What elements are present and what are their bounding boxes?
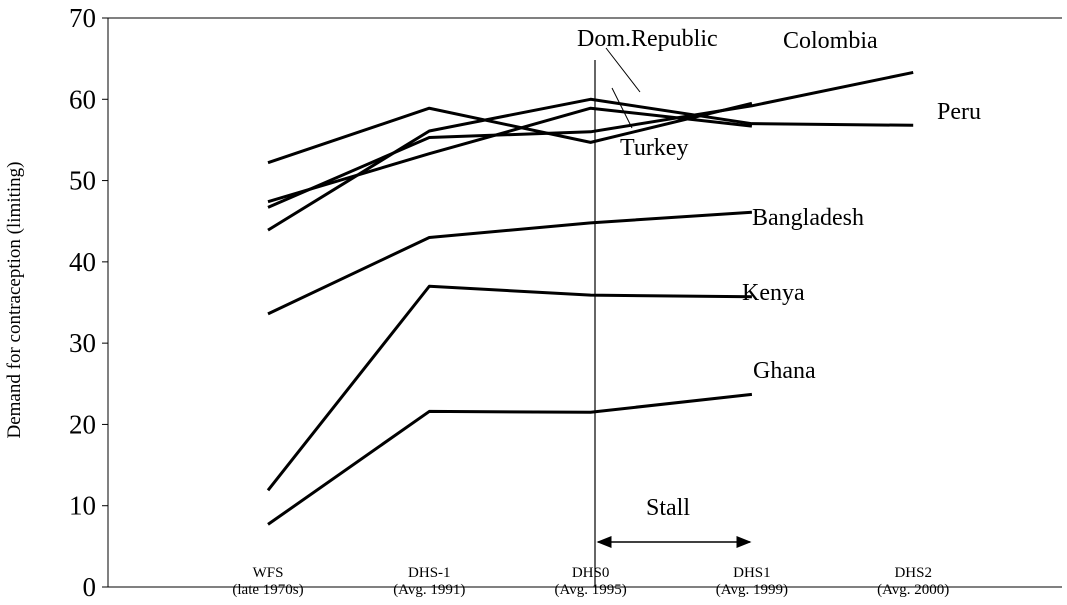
x-tick-label: DHS2 (Avg. 2000) [877, 565, 949, 598]
y-tick-label: 50 [69, 166, 96, 196]
y-tick-label: 40 [69, 247, 96, 277]
y-tick-label: 0 [83, 572, 97, 602]
x-tick-label: WFS (late 1970s) [232, 565, 303, 598]
y-tick-label: 20 [69, 409, 96, 439]
series-label: Turkey [620, 135, 688, 161]
y-tick-label: 10 [69, 491, 96, 521]
y-axis-label: Demand for contraception (limiting) [4, 162, 25, 439]
series-line [267, 106, 753, 204]
y-tick-label: 30 [69, 328, 96, 358]
series-line [267, 392, 753, 526]
annotation: Stall [646, 495, 690, 521]
y-tick-label: 70 [69, 3, 96, 33]
pointer [605, 47, 641, 93]
series-label: Dom.Republic [577, 26, 718, 52]
series-line [267, 210, 752, 316]
series-label: Peru [937, 99, 981, 125]
pointer [611, 87, 633, 129]
series-label: Kenya [742, 280, 805, 306]
series-line [267, 101, 753, 165]
series-label: Ghana [753, 358, 816, 384]
series-line [267, 97, 914, 232]
x-tick-label: DHS-1 (Avg. 1991) [393, 565, 465, 598]
x-tick-label: DHS0 (Avg. 1995) [554, 565, 626, 598]
x-tick-label: DHS1 (Avg. 1999) [716, 565, 788, 598]
series-label: Bangladesh [752, 205, 864, 231]
y-tick-label: 60 [69, 84, 96, 114]
series-label: Colombia [783, 28, 878, 54]
series-line [267, 70, 914, 209]
series-line [266, 284, 752, 492]
